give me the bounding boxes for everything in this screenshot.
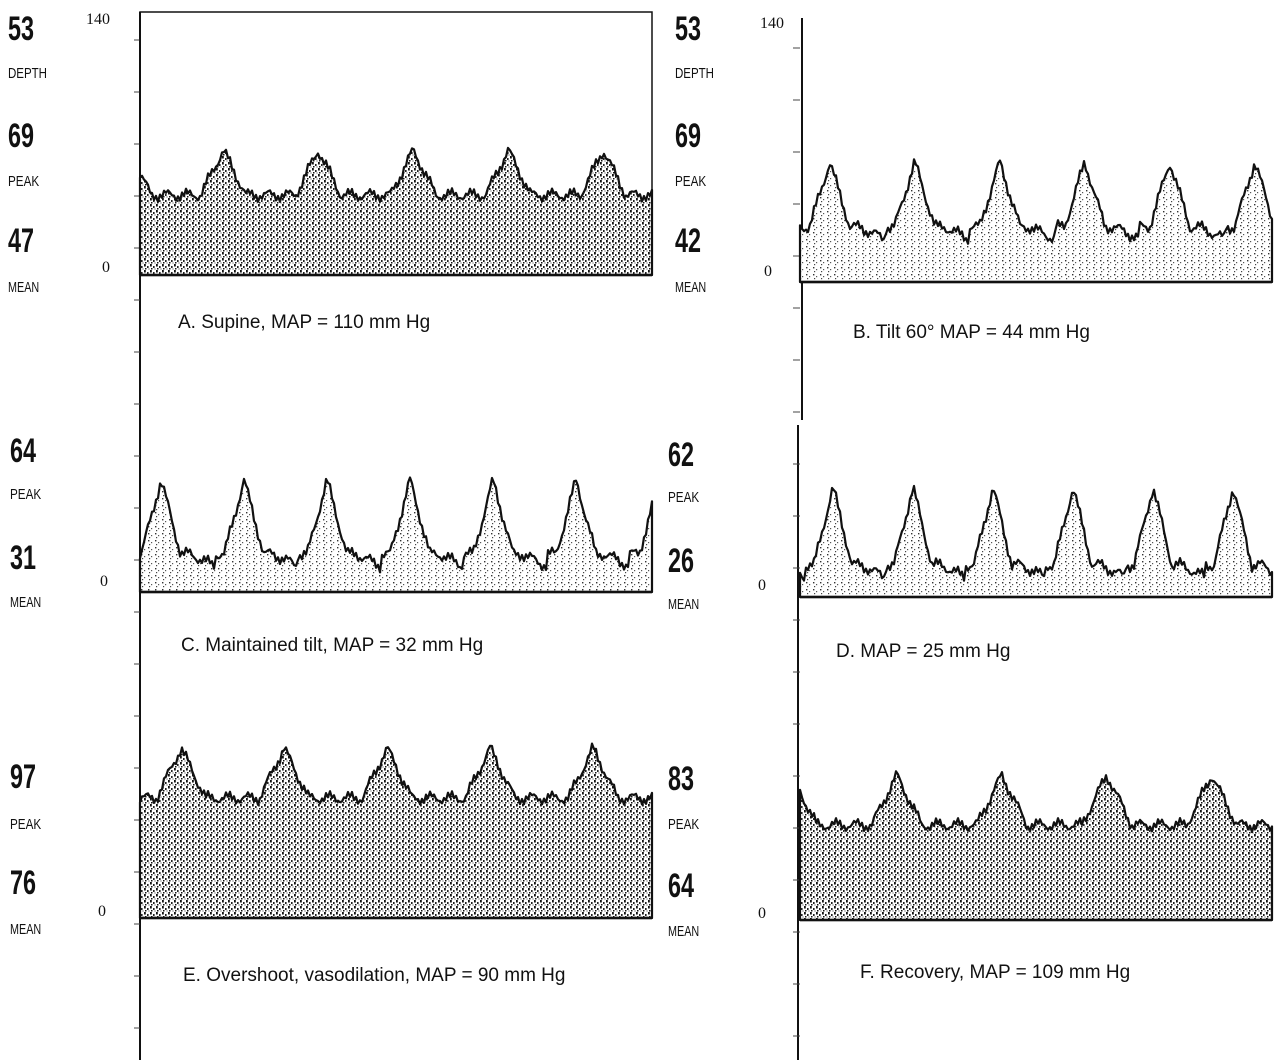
panel-caption: F. Recovery, MAP = 109 mm Hg: [860, 962, 1130, 983]
readout-value: 64: [668, 867, 694, 905]
readout-value: 69: [675, 117, 701, 155]
readout-value: 53: [8, 10, 34, 48]
axis-label: 0: [98, 903, 106, 920]
readout-label: MEAN: [8, 279, 39, 296]
readout-label: DEPTH: [8, 65, 47, 82]
waveform: [798, 484, 1274, 599]
axis-label: 0: [758, 577, 766, 594]
readout-label: MEAN: [668, 923, 699, 940]
readout-label: MEAN: [675, 279, 706, 296]
axis-label: 0: [102, 259, 110, 276]
readout-value: 53: [675, 10, 701, 48]
waveform: [798, 770, 1274, 922]
panel-caption: E. Overshoot, vasodilation, MAP = 90 mm …: [183, 965, 565, 986]
axis-label: 0: [100, 573, 108, 590]
readout-label: MEAN: [10, 594, 41, 611]
readout-value: 47: [8, 222, 34, 260]
readout-label: PEAK: [675, 173, 706, 190]
readout-value: 83: [668, 760, 694, 798]
readout-label: PEAK: [10, 486, 41, 503]
readout-value: 76: [10, 864, 36, 902]
readout-value: 42: [675, 222, 701, 260]
readout-value: 64: [10, 432, 36, 470]
readout-label: DEPTH: [675, 65, 714, 82]
waveform: [798, 158, 1274, 284]
readout-label: PEAK: [668, 816, 699, 833]
waveform: [138, 742, 654, 920]
readout-value: 31: [10, 539, 36, 577]
readout-value: 62: [668, 436, 694, 474]
readout-value: 69: [8, 117, 34, 155]
axis-label: 0: [764, 263, 772, 280]
waveform: [138, 476, 654, 594]
waveform: [138, 146, 654, 277]
readout-label: PEAK: [10, 816, 41, 833]
panel-caption: D. MAP = 25 mm Hg: [836, 641, 1010, 662]
readout-label: PEAK: [8, 173, 39, 190]
readout-label: MEAN: [668, 596, 699, 613]
axis-label: 140: [86, 11, 110, 28]
readout-label: MEAN: [10, 921, 41, 938]
readout-value: 26: [668, 542, 694, 580]
axis-label: 140: [760, 15, 784, 32]
readout-value: 97: [10, 758, 36, 796]
readout-label: PEAK: [668, 489, 699, 506]
panel-caption: A. Supine, MAP = 110 mm Hg: [178, 312, 430, 333]
panel-caption: C. Maintained tilt, MAP = 32 mm Hg: [181, 635, 483, 656]
panel-caption: B. Tilt 60° MAP = 44 mm Hg: [853, 322, 1090, 343]
axis-label: 0: [758, 905, 766, 922]
